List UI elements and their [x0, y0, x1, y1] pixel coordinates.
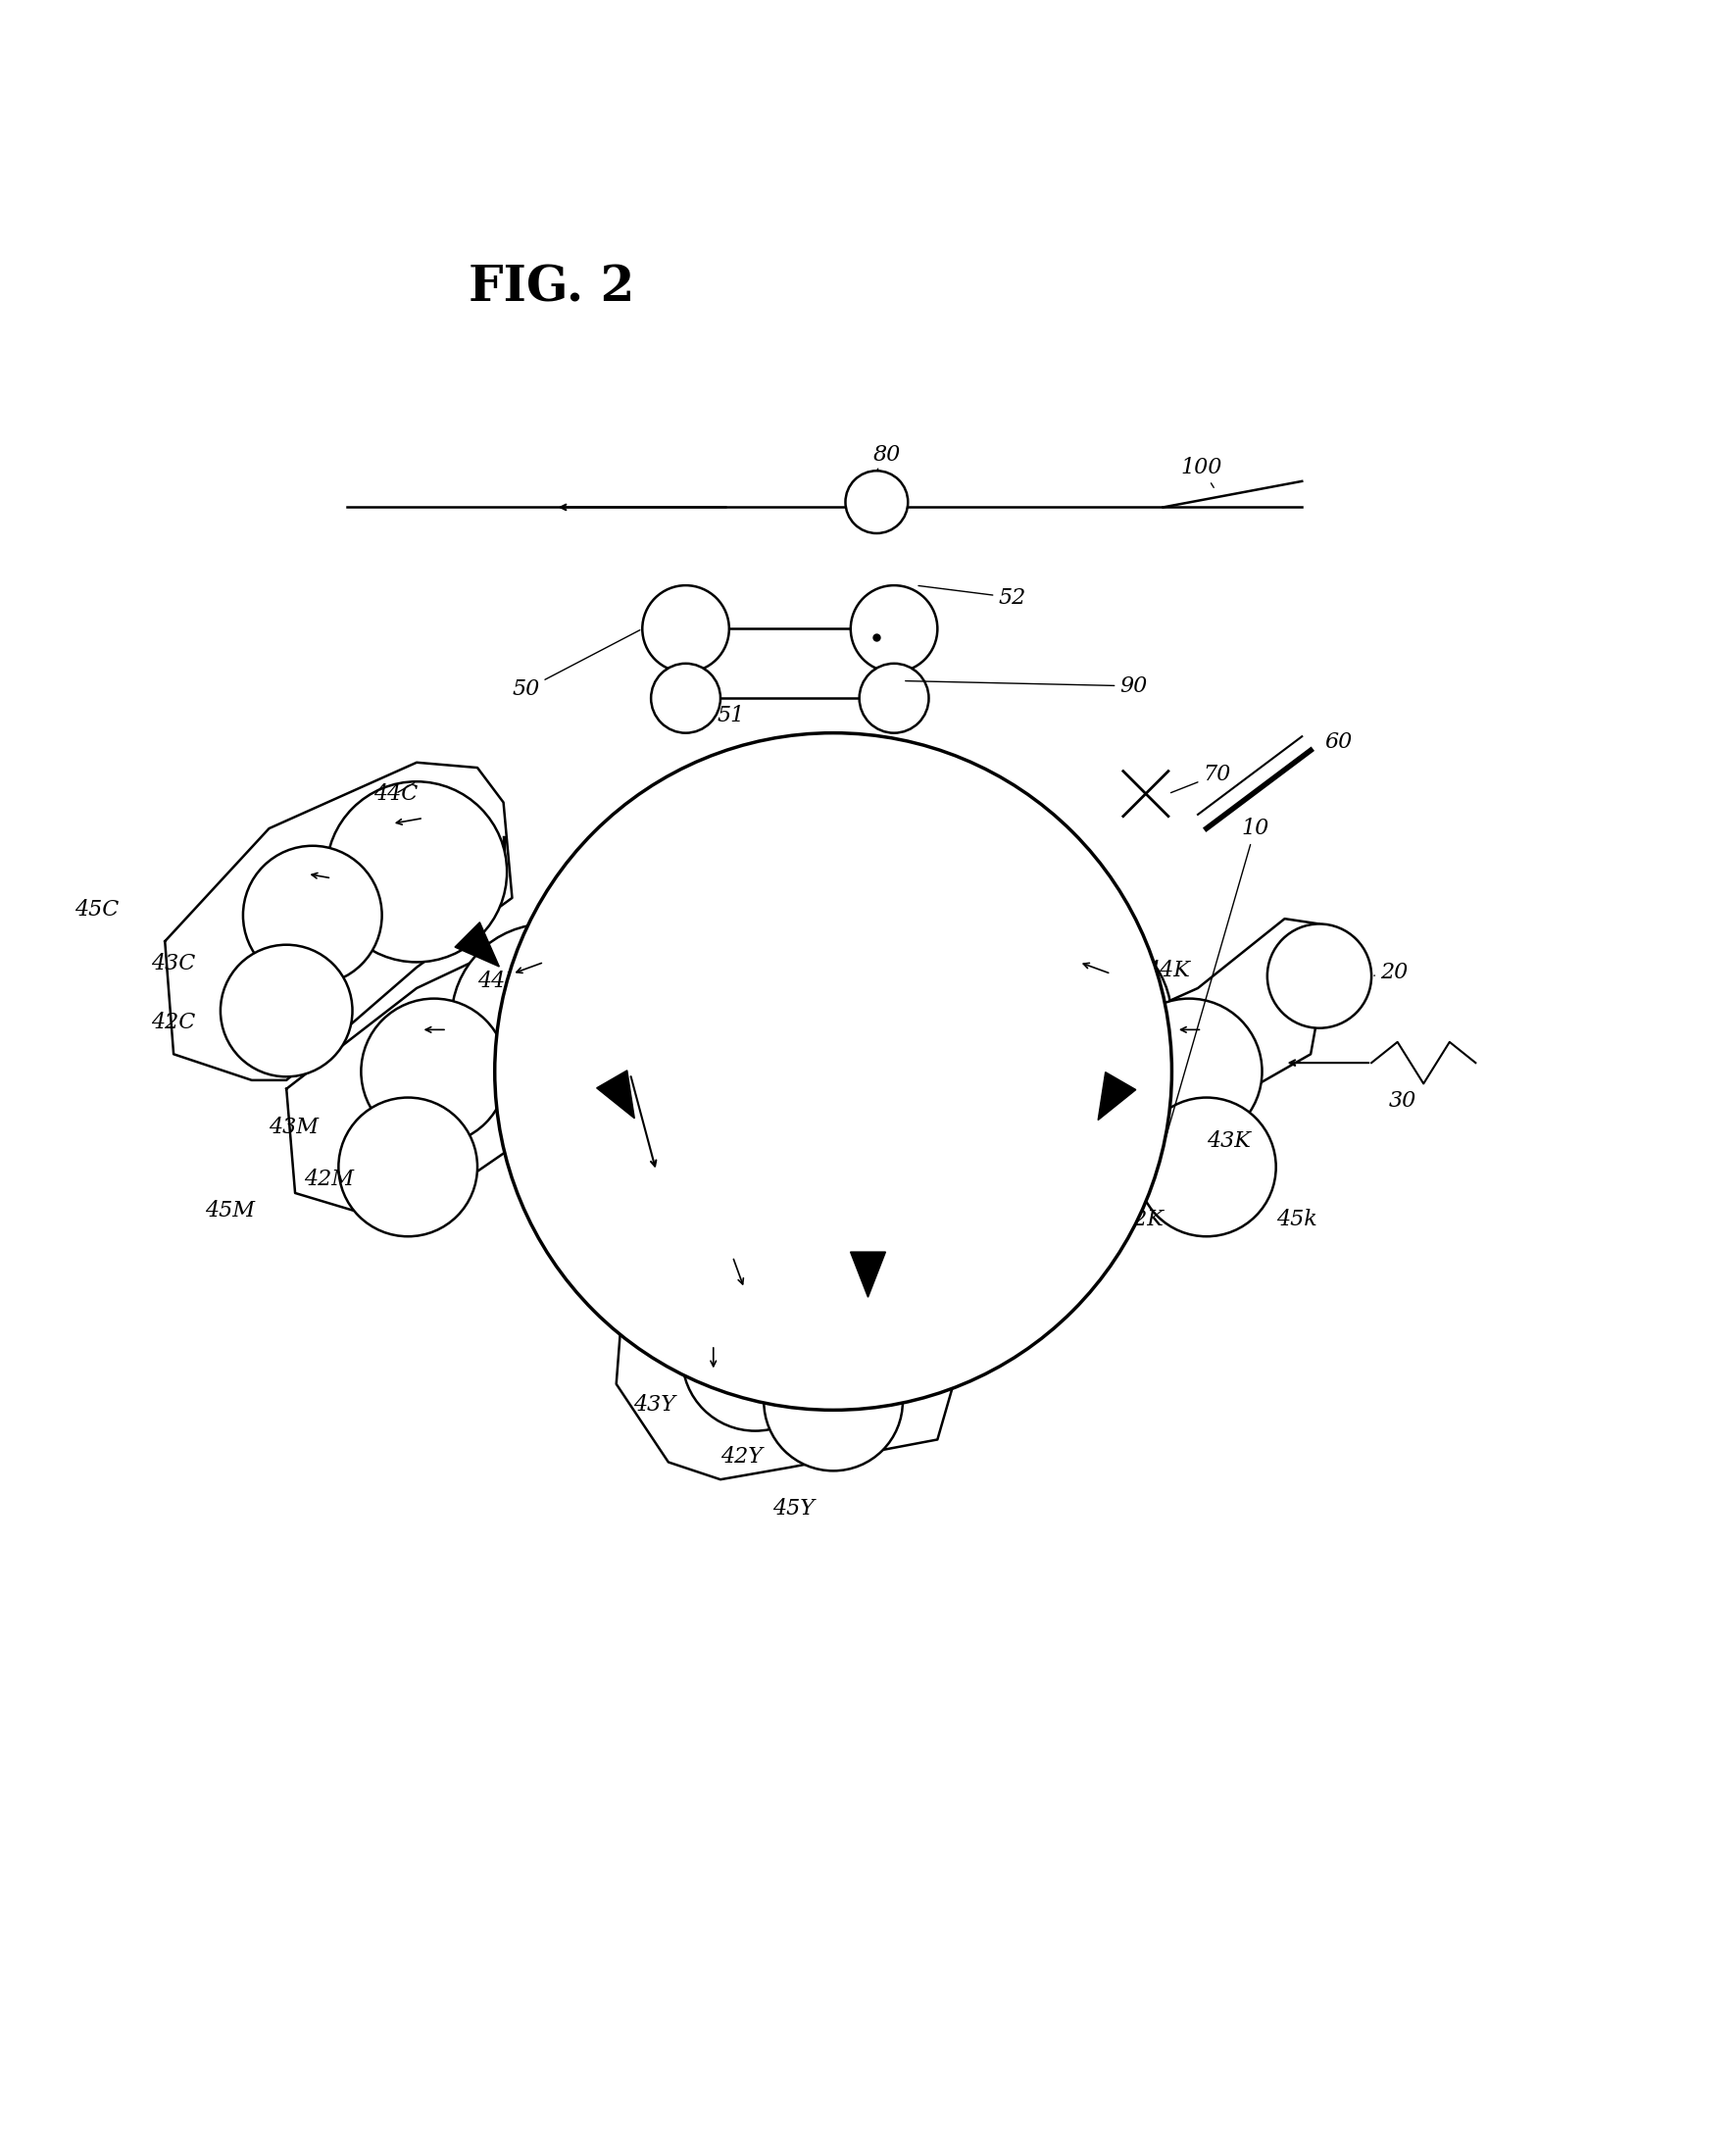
- Circle shape: [326, 782, 507, 962]
- Text: 44C: 44C: [373, 782, 418, 804]
- Text: 51: 51: [717, 705, 745, 726]
- Text: 42M: 42M: [304, 1168, 354, 1189]
- Text: 44M: 44M: [477, 926, 562, 992]
- Text: 90: 90: [906, 675, 1147, 696]
- Circle shape: [451, 924, 642, 1114]
- Circle shape: [361, 999, 507, 1144]
- Circle shape: [642, 585, 729, 673]
- Polygon shape: [851, 1252, 885, 1297]
- Polygon shape: [1097, 1072, 1135, 1121]
- Text: 20: 20: [1375, 962, 1408, 984]
- Circle shape: [845, 471, 908, 534]
- Text: 43M: 43M: [269, 1117, 319, 1138]
- Text: 60: 60: [1325, 731, 1352, 752]
- Text: 45k: 45k: [1276, 1209, 1318, 1230]
- Circle shape: [859, 664, 929, 733]
- Text: 100: 100: [1180, 456, 1222, 489]
- Circle shape: [243, 846, 382, 984]
- Text: 70: 70: [1170, 763, 1231, 793]
- Circle shape: [220, 945, 352, 1076]
- Text: 10: 10: [1153, 819, 1269, 1185]
- Polygon shape: [455, 921, 500, 966]
- Text: 80: 80: [873, 444, 901, 471]
- Circle shape: [339, 1097, 477, 1237]
- Text: 43C: 43C: [151, 954, 196, 975]
- Text: 44K: 44K: [1078, 926, 1189, 981]
- Text: 50: 50: [512, 630, 641, 701]
- Text: 45C: 45C: [75, 900, 120, 921]
- Text: 44Y: 44Y: [828, 1284, 927, 1305]
- Text: 45Y: 45Y: [773, 1498, 814, 1519]
- Text: 42C: 42C: [151, 1011, 196, 1033]
- Text: 52: 52: [918, 585, 1026, 609]
- Circle shape: [851, 585, 937, 673]
- Text: 43Y: 43Y: [634, 1395, 675, 1417]
- Text: FIG. 2: FIG. 2: [469, 264, 635, 313]
- Text: 42Y: 42Y: [720, 1447, 762, 1468]
- Text: 30: 30: [1389, 1091, 1417, 1112]
- Circle shape: [764, 1333, 903, 1470]
- Text: 45M: 45M: [205, 1200, 255, 1222]
- Circle shape: [682, 1286, 828, 1432]
- Circle shape: [1116, 999, 1262, 1144]
- Circle shape: [694, 1159, 885, 1350]
- Text: 43K: 43K: [1207, 1129, 1250, 1151]
- Circle shape: [495, 733, 1172, 1410]
- Circle shape: [1267, 924, 1371, 1029]
- Circle shape: [1137, 1097, 1276, 1237]
- Polygon shape: [597, 1069, 634, 1119]
- Text: 42K: 42K: [1120, 1209, 1163, 1230]
- Circle shape: [651, 664, 720, 733]
- Circle shape: [981, 924, 1172, 1114]
